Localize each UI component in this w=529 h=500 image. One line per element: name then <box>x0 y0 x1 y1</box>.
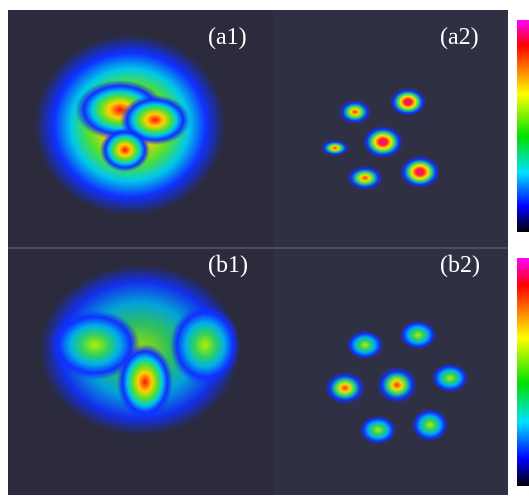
intensity-map <box>35 35 225 215</box>
figure: (a1) (a2) (b1) (b2) <box>0 0 529 500</box>
intensity-map <box>40 265 240 435</box>
page-body: {"panels": [{"label": "(a1)"}, {"label":… <box>0 0 529 500</box>
panel-label: (b2) <box>440 252 480 278</box>
colorbar <box>517 258 529 486</box>
separator <box>8 247 508 249</box>
colorbar <box>517 20 529 232</box>
panel-label: (b1) <box>208 252 248 278</box>
panel-label: (a2) <box>440 24 479 50</box>
panel-label: (a1) <box>208 24 247 50</box>
page: Intensity maps html, body { margin: 0; p… <box>0 0 529 500</box>
